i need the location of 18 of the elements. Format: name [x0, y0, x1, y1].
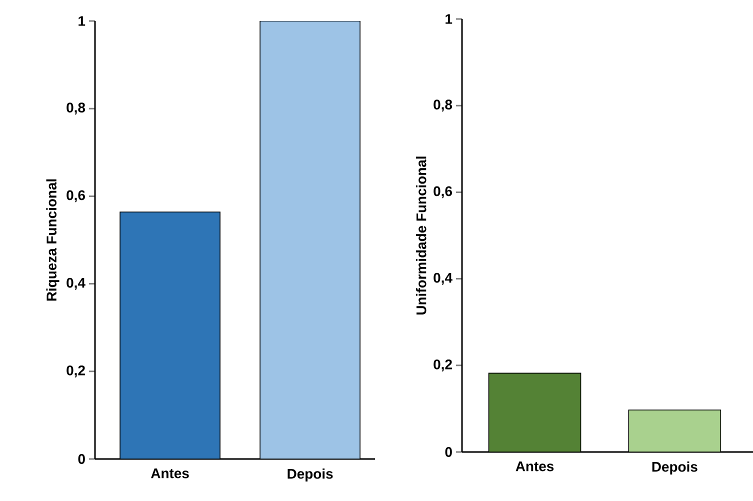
y-tick-label: 0: [78, 454, 85, 464]
y-axis-title: Riqueza Funcional: [46, 179, 60, 301]
x-tick-label: Antes: [151, 468, 189, 478]
y-tick-label: 0,4: [434, 272, 452, 285]
y-tick-label: 0: [445, 447, 452, 457]
x-tick-label: Depois: [652, 462, 698, 475]
y-axis-title: Uniformidade Funcional: [416, 156, 426, 314]
y-tick-label: 0,2: [434, 359, 452, 372]
y-tick-label: 0,2: [66, 365, 85, 378]
y-tick-label: 0,4: [66, 278, 86, 290]
y-tick-label: 0,8: [434, 100, 452, 112]
y-tick-label: 0,8: [66, 102, 86, 115]
y-tick-label: 0,6: [66, 190, 85, 202]
x-tick-label: Antes: [516, 462, 554, 472]
y-tick-label: 1: [78, 16, 86, 26]
y-tick-label: 0,6: [434, 186, 452, 198]
x-tick-label: Depois: [288, 468, 333, 482]
y-tick-label: 1: [446, 14, 452, 24]
